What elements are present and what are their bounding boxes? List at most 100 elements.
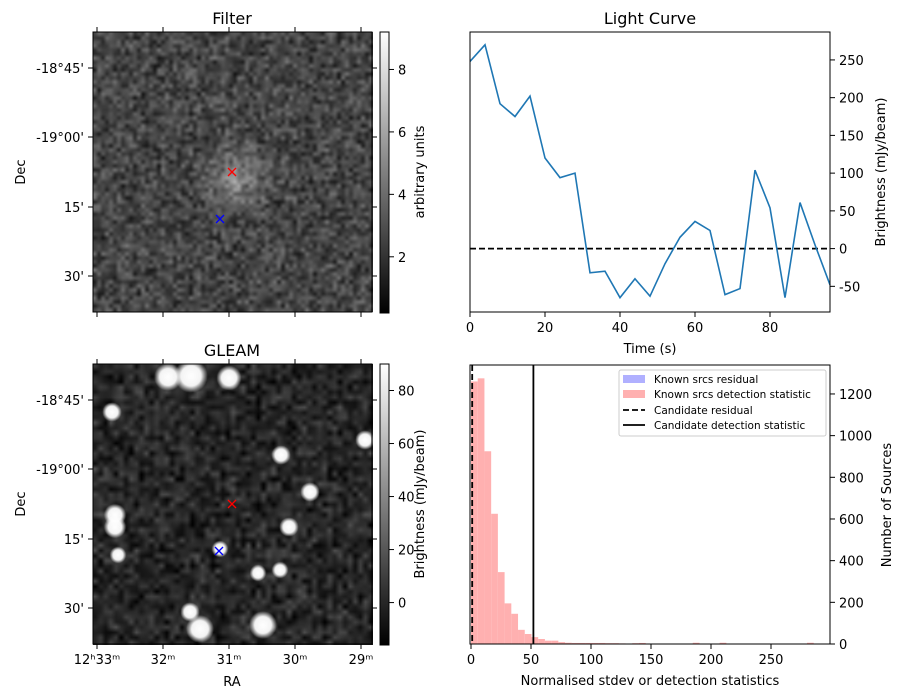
dec-axis-label: Dec bbox=[14, 491, 29, 516]
legend-entry: Known srcs residual bbox=[654, 374, 758, 386]
legend-swatch-residual bbox=[623, 375, 645, 383]
cross-stroke bbox=[214, 546, 224, 556]
histogram-bar bbox=[477, 378, 485, 644]
colorbar-tick-label: 6 bbox=[398, 126, 406, 141]
candidate-marker bbox=[227, 167, 237, 177]
colorbar-tick-label: 60 bbox=[398, 438, 415, 453]
histogram-bar bbox=[538, 638, 545, 644]
histogram-bar bbox=[511, 613, 519, 644]
known-source-marker bbox=[214, 546, 224, 556]
y-tick-label: 250 bbox=[839, 54, 864, 69]
legend-entry: Candidate residual bbox=[654, 405, 753, 417]
filter_panel-colorbar bbox=[379, 31, 390, 314]
legend-entry: Known srcs detection statistic bbox=[654, 389, 811, 401]
dec-axis-label: Dec bbox=[14, 159, 29, 184]
ra-tick-label: 29ᵐ bbox=[349, 653, 374, 668]
dec-tick-label: 30' bbox=[64, 602, 84, 617]
x-tick-label: 60 bbox=[687, 321, 704, 336]
colorbar-tick-label: 40 bbox=[398, 491, 415, 506]
y-tick-label: 50 bbox=[839, 205, 856, 220]
histogram-bar bbox=[544, 640, 552, 644]
y-tick-label: 1000 bbox=[839, 430, 872, 445]
gleam_panel-frame bbox=[92, 363, 373, 645]
legend-entry: Candidate detection statistic bbox=[654, 420, 806, 432]
histogram-bar bbox=[807, 642, 814, 644]
histogram-bar bbox=[531, 637, 539, 644]
gleam_panel-colorbar bbox=[379, 363, 390, 646]
ra-axis-label: RA bbox=[223, 675, 241, 690]
dec-tick-label: -19°00' bbox=[36, 131, 84, 146]
histogram-bar bbox=[578, 642, 586, 644]
x-tick-label: 20 bbox=[537, 321, 554, 336]
dec-tick-label: -18°45' bbox=[36, 62, 84, 77]
y-tick-label: 0 bbox=[839, 638, 847, 653]
x-tick-label: 50 bbox=[523, 653, 540, 668]
x-tick-label: 150 bbox=[639, 653, 664, 668]
histogram-bar bbox=[558, 642, 566, 644]
x-tick-label: 80 bbox=[762, 321, 779, 336]
colorbar-tick-label: 0 bbox=[398, 597, 406, 612]
light-curve-xlabel: Time (s) bbox=[623, 342, 677, 357]
known-source-marker bbox=[215, 214, 225, 224]
x-tick-label: 40 bbox=[612, 321, 629, 336]
gleam_panel-title: GLEAM bbox=[204, 341, 260, 360]
histogram-bar bbox=[598, 642, 606, 644]
histogram-bar bbox=[484, 451, 492, 644]
histogram-bar bbox=[639, 642, 646, 644]
dec-tick-label: -19°00' bbox=[36, 463, 84, 478]
light-curve-line bbox=[469, 43, 831, 300]
x-tick-label: 0 bbox=[466, 321, 474, 336]
y-tick-label: 200 bbox=[839, 596, 864, 611]
legend-swatch-detection bbox=[623, 390, 645, 398]
ra-tick-label: 12ʰ33ᵐ bbox=[74, 653, 120, 668]
histogram-bar bbox=[471, 381, 478, 644]
histogram-xlabel: Normalised stdev or detection statistics bbox=[521, 674, 780, 689]
y-tick-label: 400 bbox=[839, 555, 864, 570]
colorbar-label: Brightness (mJy/beam) bbox=[413, 430, 428, 579]
y-tick-label: 0 bbox=[839, 243, 847, 258]
y-tick-label: 100 bbox=[839, 167, 864, 182]
candidate-marker bbox=[227, 499, 237, 509]
dec-tick-label: -18°45' bbox=[36, 394, 84, 409]
x-tick-label: 200 bbox=[699, 653, 724, 668]
histogram-bar bbox=[518, 629, 525, 644]
colorbar-label: arbitrary units bbox=[413, 125, 428, 218]
colorbar-tick-label: 80 bbox=[398, 385, 415, 400]
y-tick-label: 150 bbox=[839, 129, 864, 144]
histogram-bar bbox=[524, 633, 532, 644]
histogram-bar bbox=[565, 642, 572, 644]
y-tick-label: 200 bbox=[839, 92, 864, 107]
histogram-bar bbox=[551, 640, 559, 644]
x-tick-label: 250 bbox=[759, 653, 784, 668]
dec-tick-label: 30' bbox=[64, 270, 84, 285]
colorbar-tick-label: 4 bbox=[398, 188, 406, 203]
light-curve-ylabel: Brightness (mJy/beam) bbox=[874, 98, 889, 247]
y-tick-label: -50 bbox=[839, 280, 860, 295]
ra-tick-label: 30ᵐ bbox=[283, 653, 308, 668]
x-tick-label: 0 bbox=[467, 653, 475, 668]
colorbar-tick-label: 8 bbox=[398, 63, 406, 78]
histogram-ylabel: Number of Sources bbox=[880, 443, 895, 568]
cross-stroke bbox=[227, 167, 237, 177]
filter-image bbox=[93, 32, 373, 312]
y-tick-label: 600 bbox=[839, 513, 864, 528]
x-tick-label: 100 bbox=[579, 653, 604, 668]
histogram-bar bbox=[497, 572, 505, 644]
colorbar-tick-label: 20 bbox=[398, 544, 415, 559]
histogram-bar bbox=[585, 642, 592, 644]
histogram-frame bbox=[469, 364, 831, 645]
histogram-legend bbox=[618, 369, 827, 437]
histogram-bar bbox=[571, 642, 579, 644]
cross-stroke bbox=[227, 499, 237, 509]
filter_panel-title: Filter bbox=[212, 9, 252, 28]
histogram-bar bbox=[719, 642, 727, 644]
legend-box bbox=[618, 369, 827, 437]
histogram-bar bbox=[692, 642, 700, 644]
filter_panel-frame bbox=[92, 31, 373, 313]
dec-tick-label: 15' bbox=[64, 533, 84, 548]
cross-stroke bbox=[215, 214, 225, 224]
colorbar-tick-label: 2 bbox=[398, 251, 406, 266]
y-tick-label: 1200 bbox=[839, 388, 872, 403]
y-tick-label: 800 bbox=[839, 471, 864, 486]
